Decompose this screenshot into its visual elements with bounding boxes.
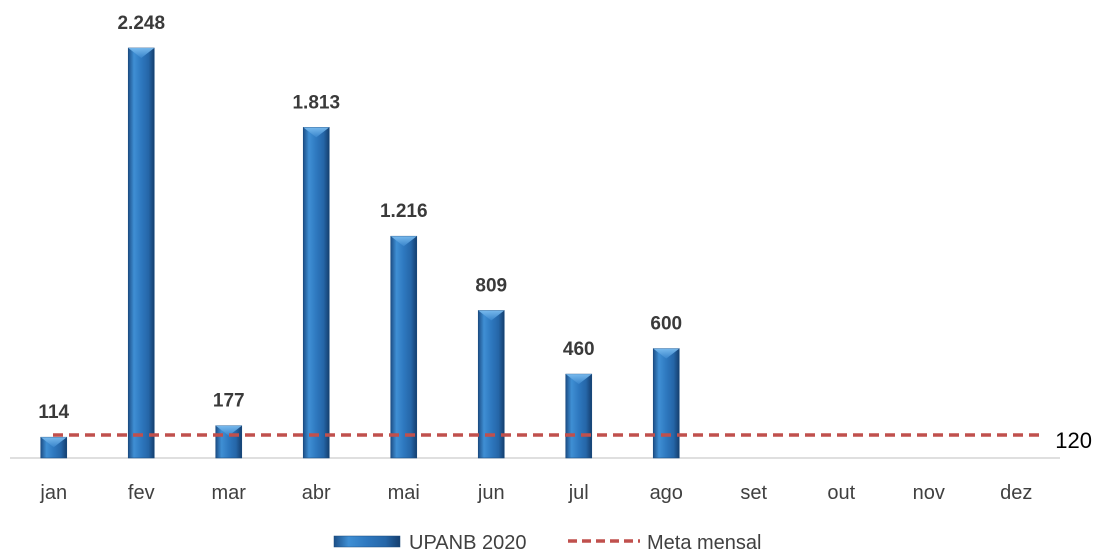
bar-cap-jan — [40, 437, 67, 448]
bar-cap-abr — [303, 127, 330, 138]
bar-ago — [652, 348, 680, 459]
x-tick-label-fev: fev — [128, 482, 155, 504]
x-tick-label-mar: mar — [212, 482, 247, 504]
x-tick-label-abr: abr — [302, 482, 331, 504]
bars-group — [40, 47, 680, 459]
data-label-jan: 114 — [38, 402, 69, 423]
x-tick-label-ago: ago — [650, 482, 683, 504]
x-tick-label-dez: dez — [1000, 482, 1032, 504]
x-tick-label-nov: nov — [913, 482, 945, 504]
bar-abr — [302, 127, 330, 459]
x-tick-label-jun: jun — [477, 482, 505, 504]
data-labels-group: 114 2.248 177 1.813 1.216 809 460 600 — [38, 13, 682, 423]
data-label-mai: 1.216 — [380, 201, 428, 222]
bar-cap-mai — [390, 236, 417, 247]
x-tick-label-set: set — [740, 482, 767, 504]
data-label-jun: 809 — [475, 275, 507, 296]
x-tick-label-jul: jul — [568, 482, 589, 504]
legend-target-label: Meta mensal — [647, 532, 762, 550]
data-label-abr: 1.813 — [292, 92, 340, 113]
bar-cap-jul — [565, 374, 592, 385]
bar-cap-jun — [478, 310, 505, 321]
x-tick-label-out: out — [827, 482, 855, 504]
x-axis-tick-labels: jan fev mar abr mai jun jul ago set out nov dez — [39, 482, 1032, 504]
bar-fev — [127, 47, 155, 459]
bar-cap-ago — [653, 348, 680, 359]
legend-item-target-line: Meta mensal — [568, 532, 762, 550]
legend-bar-swatch — [333, 535, 401, 548]
data-label-jul: 460 — [563, 339, 595, 360]
bar-jul — [565, 373, 593, 459]
legend-item-bar-series: UPANB 2020 — [333, 532, 526, 550]
x-tick-label-mai: mai — [388, 482, 420, 504]
bar-cap-mar — [215, 425, 242, 436]
x-tick-label-jan: jan — [39, 482, 67, 504]
data-label-ago: 600 — [650, 314, 682, 335]
bar-cap-fev — [128, 48, 155, 58]
target-value-label: 120 — [1055, 428, 1092, 453]
legend: UPANB 2020 Meta mensal — [333, 532, 762, 550]
bar-mai — [390, 235, 418, 459]
data-label-fev: 2.248 — [117, 13, 165, 34]
legend-bar-label: UPANB 2020 — [409, 532, 526, 550]
target-line-group: 120 — [53, 428, 1092, 453]
data-label-mar: 177 — [213, 391, 245, 412]
